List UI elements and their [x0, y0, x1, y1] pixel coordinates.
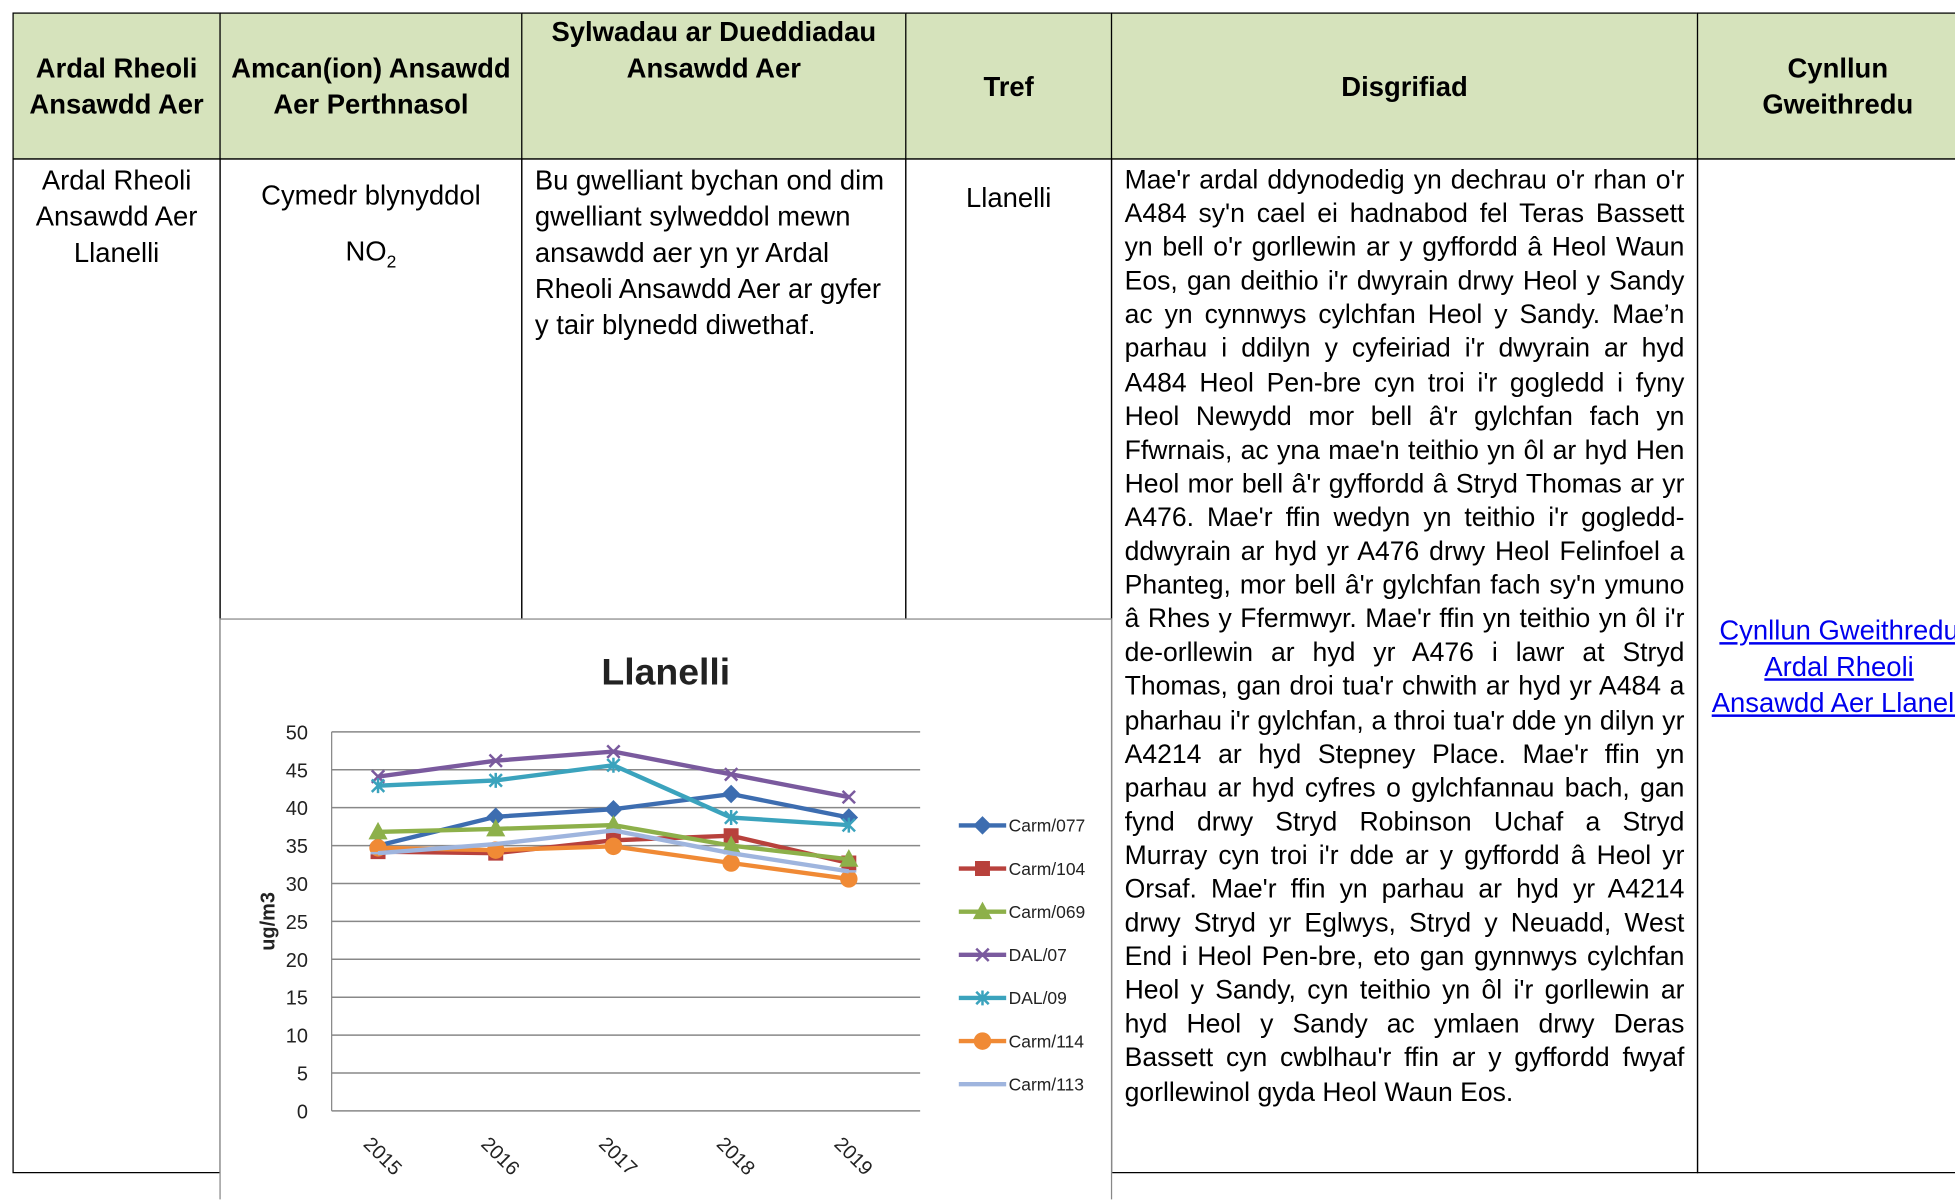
data-point — [973, 816, 992, 835]
y-tick-label: 10 — [286, 1026, 308, 1048]
header-text: Sylwadau ar Dueddiadau Ansawdd Aer — [551, 16, 877, 84]
x-tick-label: 2019 — [830, 1133, 877, 1180]
x-tick-label: 2018 — [712, 1133, 759, 1180]
y-tick-label: 30 — [286, 874, 308, 896]
x-tick-label: 2015 — [359, 1133, 406, 1180]
legend-label: Carm/113 — [1009, 1074, 1084, 1094]
y-tick-label: 40 — [286, 798, 308, 820]
y-tick-label: 35 — [286, 836, 308, 858]
data-point — [488, 753, 503, 768]
header-text: Tref — [983, 70, 1034, 102]
header-text: Amcan(ion) Ansawdd Aer Perthnasol — [231, 52, 511, 120]
table-cell: Ardal Rheoli Ansawdd Aer Llanelli — [12, 158, 221, 1174]
chart-title: Llanelli — [601, 650, 730, 692]
data-point — [722, 854, 740, 872]
x-tick-label: 2016 — [477, 1133, 524, 1180]
header-cell: Cynllun Gweithredu — [1696, 12, 1955, 160]
y-tick-label: 15 — [286, 988, 308, 1010]
header-cell: Sylwadau ar Dueddiadau Ansawdd Aer — [521, 12, 907, 160]
data-point — [975, 861, 990, 877]
cell-text: Mae'r ardal ddynodedig yn dechrau o'r rh… — [1124, 164, 1685, 1107]
data-point — [972, 901, 993, 920]
data-point — [841, 817, 856, 833]
cell-text: Bu gwelliant bychan ond dim gwelliant sy… — [534, 164, 885, 341]
table-cell: Mae'r ardal ddynodedig yn dechrau o'r rh… — [1110, 158, 1699, 1174]
data-point — [839, 849, 859, 867]
data-point — [604, 837, 623, 856]
header-cell: Disgrifiad — [1110, 12, 1699, 160]
data-point — [370, 778, 386, 794]
chart-box: Llanelli ug/m3 0 5 10 15 20 25 30 35 40 45 50 2015 2… — [219, 618, 1113, 1200]
cell-text: Cymedr blynyddol — [261, 179, 481, 211]
y-tick-label: 5 — [297, 1063, 308, 1085]
link[interactable]: Cynllun Gweithredu Ardal Rheoli Ansawdd … — [1711, 614, 1955, 718]
y-tick-label: 0 — [297, 1101, 308, 1123]
header-cell: Ardal Rheoli Ansawdd Aer — [12, 12, 221, 160]
data-point — [486, 818, 506, 837]
data-point — [488, 772, 503, 788]
subscript: 2 — [386, 251, 397, 272]
chart: Llanelli ug/m3 0 5 10 15 20 25 30 35 40 45 50 2015 2… — [257, 650, 1086, 1180]
data-point — [606, 744, 621, 759]
header-cell: Amcan(ion) Ansawdd Aer Perthnasol — [219, 12, 523, 160]
header-text: Cynllun Gweithredu — [1762, 52, 1914, 120]
data-point — [606, 757, 621, 773]
data-point — [975, 947, 990, 962]
cell-text: Ardal Rheoli Ansawdd Aer Llanelli — [35, 164, 198, 269]
legend-label: Carm/114 — [1009, 1031, 1085, 1051]
legend-label: Carm/077 — [1009, 816, 1086, 836]
y-axis-label: ug/m3 — [257, 892, 279, 951]
cell-text: Llanelli — [965, 182, 1052, 214]
cell-text: NO — [345, 235, 387, 267]
header-cell: Tref — [905, 12, 1113, 160]
y-tick-label: 50 — [286, 722, 308, 744]
data-point — [604, 799, 623, 819]
header-text: Disgrifiad — [1341, 70, 1468, 102]
legend-label: Carm/069 — [1009, 902, 1086, 922]
header-text: Ardal Rheoli Ansawdd Aer — [29, 52, 204, 120]
y-tick-label: 25 — [286, 912, 308, 934]
data-point — [973, 1032, 992, 1050]
legend-label: DAL/07 — [1009, 945, 1067, 965]
table-cell: Bu gwelliant bychan ond dim gwelliant sy… — [521, 158, 907, 1174]
data-point — [841, 789, 856, 805]
data-point — [975, 990, 990, 1006]
y-tick-label: 45 — [286, 760, 308, 782]
data-point — [724, 767, 739, 782]
y-tick-label: 20 — [286, 950, 308, 972]
legend-label: Carm/104 — [1009, 859, 1086, 879]
data-point — [724, 810, 739, 826]
x-tick-label: 2017 — [594, 1133, 641, 1180]
data-point — [840, 870, 858, 888]
table-cell: Cynllun Gweithredu Ardal Rheoli Ansawdd … — [1696, 158, 1955, 1174]
legend-label: DAL/09 — [1009, 988, 1067, 1008]
data-point — [368, 821, 388, 840]
data-point — [721, 784, 741, 804]
